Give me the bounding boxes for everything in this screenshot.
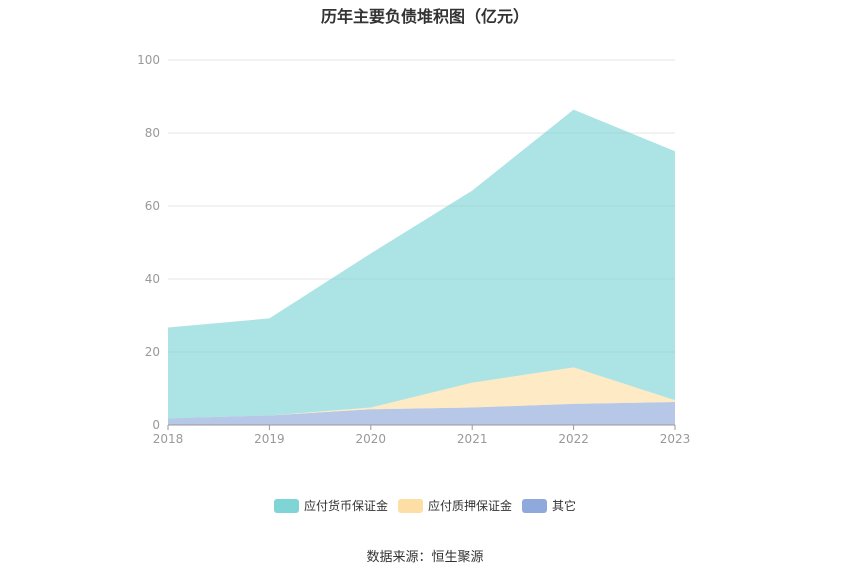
legend: 应付货币保证金 应付质押保证金 其它	[0, 497, 850, 514]
x-tick-label: 2022	[558, 432, 589, 446]
x-tick-label: 2023	[660, 432, 691, 446]
y-tick-label: 0	[152, 418, 160, 432]
legend-label: 应付货币保证金	[303, 499, 388, 513]
y-tick-label: 20	[145, 345, 160, 359]
y-tick-label: 100	[137, 53, 160, 67]
y-tick-label: 40	[145, 272, 160, 286]
area-layer	[168, 109, 675, 425]
legend-item[interactable]: 其它	[522, 497, 576, 514]
axes: 0 20 40 60 80 100 2018 2019 2020 2021 2022 2023	[137, 53, 690, 446]
y-tick-label: 60	[145, 199, 160, 213]
legend-swatch	[522, 498, 547, 513]
legend-label: 应付质押保证金	[427, 499, 512, 513]
legend-swatch	[397, 498, 423, 513]
x-tick-label: 2018	[153, 432, 184, 446]
chart-title: 历年主要负债堆积图（亿元）	[320, 7, 529, 26]
x-tick-label: 2021	[457, 432, 488, 446]
area-series	[168, 109, 675, 419]
area-series	[168, 402, 675, 425]
source-note: 数据来源：恒生聚源	[366, 550, 484, 565]
x-tick-label: 2020	[356, 432, 387, 446]
x-tick-label: 2019	[254, 432, 285, 446]
legend-item[interactable]: 应付质押保证金	[397, 497, 512, 514]
legend-label: 其它	[552, 499, 577, 513]
y-tick-label: 80	[145, 126, 160, 140]
legend-item[interactable]: 应付货币保证金	[273, 497, 388, 514]
legend-swatch	[273, 498, 299, 513]
area-series	[168, 367, 675, 419]
